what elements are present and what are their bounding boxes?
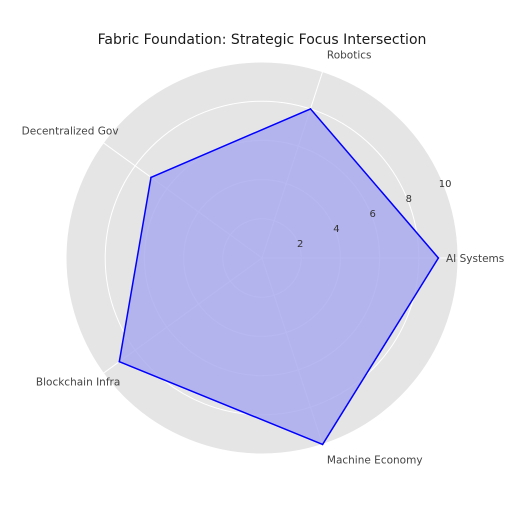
chart-title: Fabric Foundation: Strategic Focus Inter… — [98, 32, 427, 48]
axis-labels: AI Systems Robotics Decentralized Gov Block… — [22, 49, 505, 466]
axis-label: Machine Economy — [327, 455, 423, 467]
radial-tick-label: 4 — [333, 224, 339, 235]
axis-label: Decentralized Gov — [22, 126, 119, 138]
series-line — [118, 107, 440, 446]
axis-label: Blockchain Infra — [36, 376, 120, 388]
radial-tick-labels: 2 4 6 8 10 — [297, 179, 451, 250]
radial-tick-label: 8 — [406, 194, 412, 205]
series-layer — [118, 107, 440, 446]
radial-tick-label: 6 — [369, 209, 375, 220]
series-point — [321, 443, 324, 446]
axis-label: Robotics — [327, 49, 372, 61]
series-point — [118, 360, 121, 363]
series-point — [150, 176, 152, 179]
series-point — [437, 257, 440, 259]
series-area — [119, 108, 439, 445]
axis-label: AI Systems — [446, 253, 504, 265]
series-point — [309, 108, 312, 110]
radial-tick-label: 10 — [439, 179, 452, 190]
radial-tick-label: 2 — [297, 239, 303, 250]
